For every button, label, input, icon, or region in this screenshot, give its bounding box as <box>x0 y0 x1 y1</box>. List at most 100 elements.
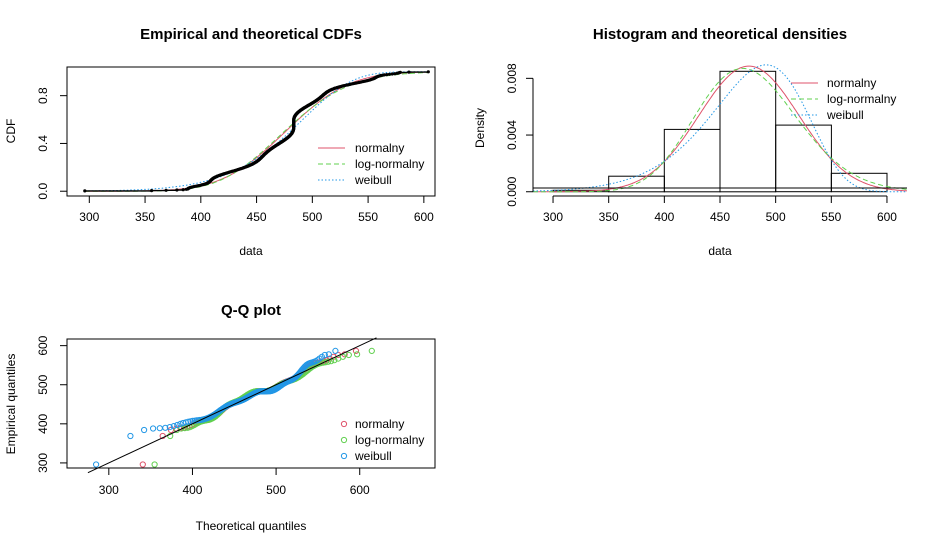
qq-x-axis: 300 400 500 600 <box>99 468 370 497</box>
qq-point-weibull <box>166 424 173 431</box>
cdf-x-tick-label: 400 <box>191 210 211 224</box>
qq-point-weibull <box>162 424 169 431</box>
cdf-legend-weibull: weibull <box>354 173 392 187</box>
qq-point-lognormal <box>354 351 361 358</box>
cdf-x-tick-label: 300 <box>79 210 99 224</box>
cdf-empirical-point <box>181 188 185 192</box>
cdf-x-axis: 300 350 400 450 500 550 600 <box>79 196 434 224</box>
hist-x-tick-label: 550 <box>821 210 841 224</box>
cdf-plot-box <box>66 66 436 197</box>
qq-point-weibull <box>332 347 339 354</box>
qq-panel: Q-Q plot 300 400 500 600 300 400 500 600 Theor… <box>4 302 436 533</box>
cdf-empirical-point <box>150 189 154 193</box>
qq-point-normal <box>139 461 146 468</box>
qq-x-tick-label: 300 <box>99 483 119 497</box>
qq-legend-normal: normalny <box>355 417 404 431</box>
qq-legend-marker-weibull <box>340 452 348 460</box>
qq-point-weibull <box>141 426 148 434</box>
cdf-panel: Empirical and theoretical CDFs 300 350 400… <box>4 26 436 258</box>
hist-y-tick-label: 0.000 <box>505 176 519 206</box>
qq-y-tick-label: 600 <box>36 335 50 355</box>
qq-point-weibull <box>177 420 184 427</box>
qq-point-lognormal <box>345 351 352 359</box>
cdf-y-tick-label: 0.8 <box>36 87 50 104</box>
hist-curve-lognormal <box>533 67 908 193</box>
qq-point-lognormal <box>151 461 158 468</box>
hist-legend-lognormal: log-normalny <box>827 92 896 106</box>
cdf-curve-weibull <box>84 71 429 192</box>
cdf-empirical-point <box>398 70 402 74</box>
hist-curve-weibull <box>533 64 907 193</box>
qq-point-weibull <box>150 425 157 432</box>
cdf-x-tick-label: 350 <box>135 210 155 224</box>
cdf-y-axis: 0.0 0.4 0.8 <box>36 87 67 200</box>
hist-legend: normalny log-normalny weibull <box>791 76 896 122</box>
cdf-y-tick-label: 0.4 <box>36 135 50 152</box>
cdf-empirical-point <box>385 73 389 77</box>
hist-bar <box>830 172 888 193</box>
cdf-y-label: CDF <box>4 119 18 144</box>
hist-y-tick-label: 0.004 <box>505 120 519 150</box>
hist-x-tick-label: 600 <box>877 210 897 224</box>
qq-y-label: Empirical quantiles <box>4 354 18 455</box>
cdf-empirical <box>83 70 430 193</box>
qq-line <box>87 337 377 474</box>
qq-reference-line <box>87 337 377 474</box>
cdf-x-tick-label: 550 <box>358 210 378 224</box>
cdf-empirical-point <box>387 72 391 76</box>
cdf-empirical-point <box>407 70 411 74</box>
cdf-x-label: data <box>239 244 263 258</box>
histogram-panel: Histogram and theoretical densities 300 3… <box>473 26 908 258</box>
qq-x-tick-label: 600 <box>350 483 370 497</box>
cdf-legend-lognormal: log-normalny <box>355 157 424 171</box>
qq-point-weibull <box>185 418 192 425</box>
cdf-legend: normalny log-normalny weibull <box>318 141 424 187</box>
qq-point-weibull <box>174 421 181 429</box>
qq-x-label: Theoretical quantiles <box>196 519 307 533</box>
qq-y-axis: 300 400 500 600 <box>36 335 67 473</box>
hist-x-tick-label: 450 <box>710 210 730 224</box>
hist-bar <box>775 124 832 193</box>
qq-title: Q-Q plot <box>221 302 281 319</box>
hist-y-tick-label: 0.008 <box>505 63 519 93</box>
cdf-empirical-point <box>175 188 179 192</box>
hist-curves <box>533 64 908 193</box>
hist-x-tick-label: 350 <box>599 210 619 224</box>
qq-legend: normalny log-normalny weibull <box>340 417 424 463</box>
cdf-empirical-point <box>390 72 394 76</box>
cdf-empirical-point <box>164 188 168 192</box>
qq-point-weibull <box>325 351 332 358</box>
qq-points <box>93 347 375 468</box>
qq-y-tick-label: 300 <box>36 453 50 473</box>
cdf-y-tick-label: 0.0 <box>36 183 50 200</box>
qq-legend-marker-lognormal <box>340 436 348 444</box>
qq-y-tick-label: 400 <box>36 413 50 433</box>
hist-bar <box>719 70 777 193</box>
hist-x-tick-label: 400 <box>654 210 674 224</box>
qq-plot-box <box>66 338 436 469</box>
cdf-empirical-point <box>426 70 430 74</box>
hist-x-tick-label: 300 <box>543 210 563 224</box>
qq-legend-marker-normal <box>340 420 348 428</box>
cdf-empirical-point <box>382 73 386 77</box>
qq-point-weibull <box>156 425 163 432</box>
qq-point-normal <box>167 426 174 434</box>
hist-x-label: data <box>708 244 732 258</box>
qq-x-tick-label: 400 <box>182 483 202 497</box>
qq-y-tick-label: 500 <box>36 374 50 394</box>
hist-legend-normal: normalny <box>827 76 876 90</box>
qq-point-lognormal <box>167 432 174 440</box>
hist-y-label: Density <box>473 108 487 148</box>
hist-x-axis: 300 350 400 450 500 550 600 <box>543 195 897 224</box>
hist-y-axis: 0.000 0.004 0.008 <box>505 63 534 207</box>
qq-point-normal <box>352 347 360 354</box>
qq-point-lognormal <box>368 347 375 354</box>
qq-legend-weibull: weibull <box>354 449 392 463</box>
cdf-legend-normal: normalny <box>355 141 404 155</box>
qq-point-weibull <box>127 432 134 440</box>
hist-x-tick-label: 500 <box>766 210 786 224</box>
qq-point-lognormal <box>322 359 329 366</box>
qq-point-weibull <box>321 351 328 359</box>
cdf-x-tick-label: 500 <box>302 210 322 224</box>
